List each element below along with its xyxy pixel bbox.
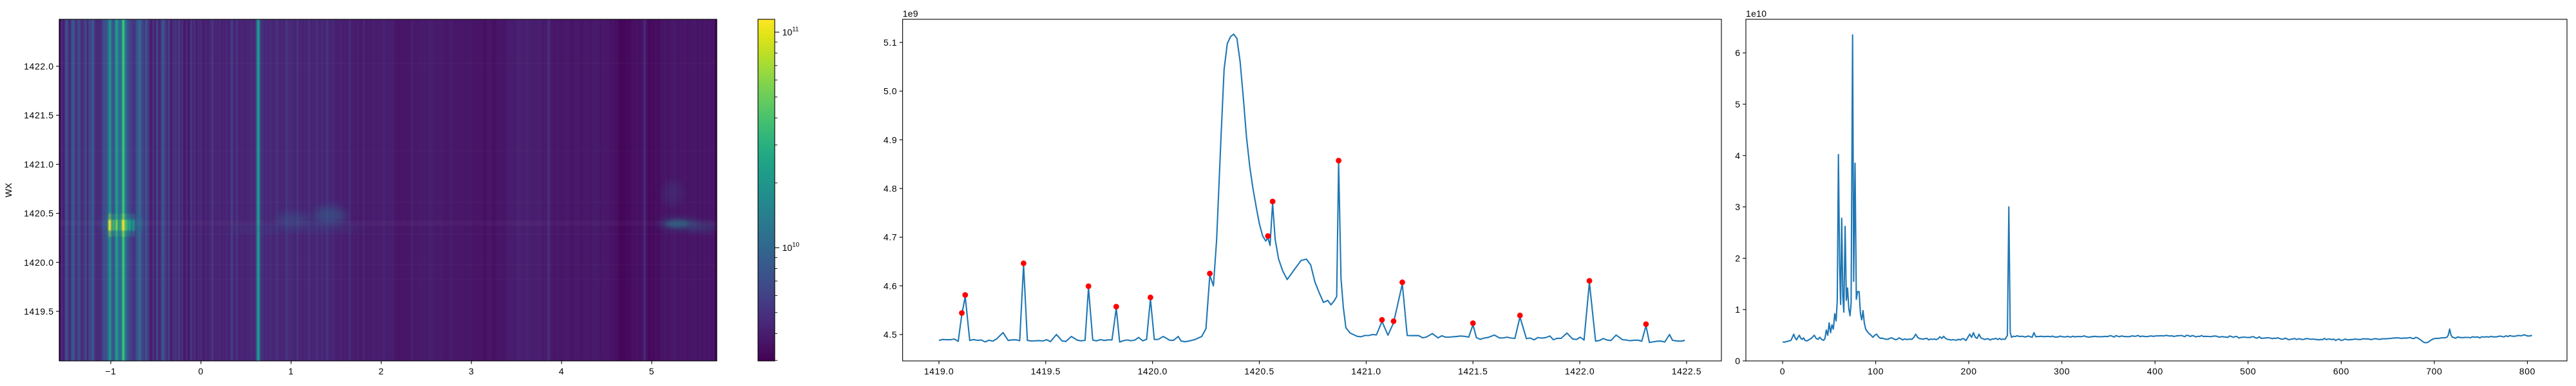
svg-text:1421.0: 1421.0 (24, 159, 53, 169)
svg-text:1e10: 1e10 (1746, 8, 1766, 19)
svg-text:1420.5: 1420.5 (1244, 366, 1274, 376)
svg-text:1e9: 1e9 (903, 8, 918, 19)
svg-text:WX: WX (3, 183, 14, 198)
svg-text:5: 5 (649, 366, 654, 376)
svg-text:1422.5: 1422.5 (1672, 366, 1701, 376)
svg-text:−1: −1 (105, 366, 116, 376)
svg-text:1422.0: 1422.0 (24, 61, 53, 71)
svg-text:4: 4 (559, 366, 564, 376)
svg-text:300: 300 (2054, 366, 2070, 376)
svg-text:4.5: 4.5 (884, 329, 897, 340)
svg-text:1422.0: 1422.0 (1565, 366, 1595, 376)
svg-text:6: 6 (1735, 48, 1740, 58)
svg-text:1421.5: 1421.5 (1458, 366, 1488, 376)
svg-text:700: 700 (2426, 366, 2442, 376)
svg-text:1420.0: 1420.0 (24, 257, 53, 268)
svg-text:1420.0: 1420.0 (1137, 366, 1167, 376)
svg-text:1: 1 (289, 366, 294, 376)
svg-text:0: 0 (1735, 356, 1740, 366)
svg-text:1420.5: 1420.5 (24, 208, 53, 219)
svg-text:3: 3 (469, 366, 474, 376)
svg-text:400: 400 (2147, 366, 2163, 376)
svg-text:4.7: 4.7 (884, 232, 897, 243)
svg-text:1421.0: 1421.0 (1351, 366, 1381, 376)
svg-text:800: 800 (2519, 366, 2535, 376)
svg-text:1419.5: 1419.5 (24, 306, 53, 317)
svg-text:1419.0: 1419.0 (924, 366, 954, 376)
svg-text:100: 100 (1868, 366, 1884, 376)
svg-text:200: 200 (1961, 366, 1977, 376)
svg-text:4: 4 (1735, 151, 1740, 161)
svg-text:4.6: 4.6 (884, 280, 897, 291)
svg-text:500: 500 (2240, 366, 2256, 376)
svg-text:600: 600 (2333, 366, 2349, 376)
svg-text:2: 2 (379, 366, 384, 376)
svg-text:1419.5: 1419.5 (1031, 366, 1061, 376)
svg-text:0: 0 (1780, 366, 1785, 376)
svg-text:1: 1 (1735, 304, 1740, 315)
svg-text:4.9: 4.9 (884, 134, 897, 145)
svg-text:1421.5: 1421.5 (24, 110, 53, 120)
svg-text:0: 0 (198, 366, 204, 376)
svg-text:5.0: 5.0 (884, 86, 897, 96)
svg-text:5.1: 5.1 (884, 37, 897, 48)
svg-text:2: 2 (1735, 253, 1740, 263)
svg-text:5: 5 (1735, 99, 1740, 109)
svg-text:4.8: 4.8 (884, 183, 897, 194)
svg-text:3: 3 (1735, 202, 1740, 212)
